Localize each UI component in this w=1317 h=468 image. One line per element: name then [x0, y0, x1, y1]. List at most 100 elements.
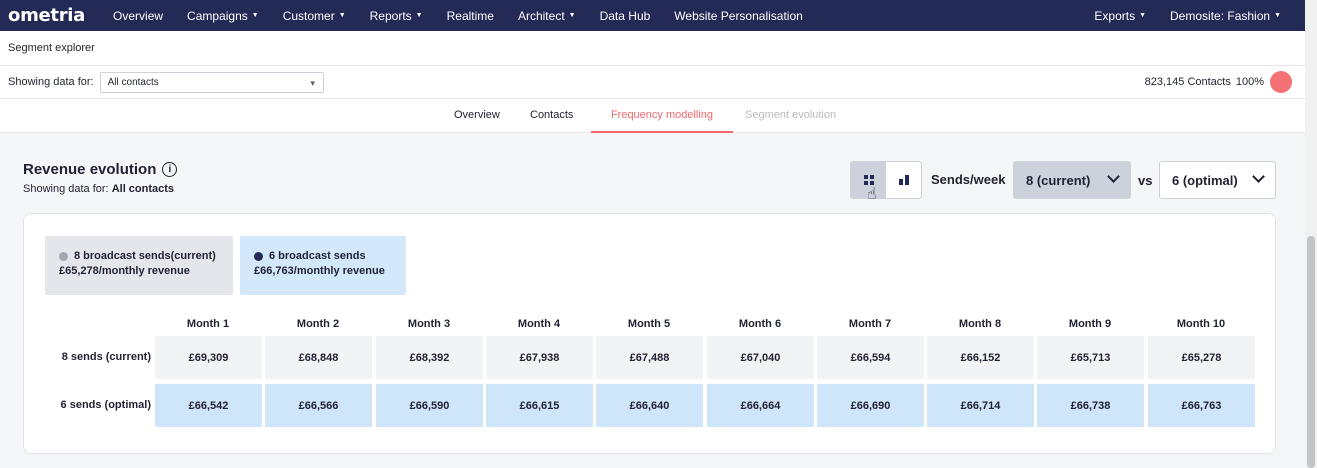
table-cell: £68,392 — [376, 336, 483, 379]
top-navigation: ometria Overview Campaigns ▼ Customer ▼ Re… — [0, 0, 1305, 31]
nav-exports[interactable]: Exports ▼ — [1094, 9, 1146, 23]
month-header: Month 1 — [186, 318, 230, 330]
month-header: Month 3 — [407, 318, 451, 330]
table-cell: £66,542 — [155, 384, 262, 427]
table-cell: £66,640 — [596, 384, 703, 427]
table-cell: £69,309 — [155, 336, 262, 379]
month-header: Month 10 — [1176, 318, 1226, 330]
table-cell: £65,278 — [1148, 336, 1255, 379]
scrollbar-thumb[interactable] — [1307, 236, 1315, 468]
caret-down-icon: ▼ — [338, 12, 346, 19]
current-sends-dropdown[interactable]: 8 (current) — [1013, 161, 1131, 199]
chart-view-button[interactable] — [886, 162, 921, 198]
table-view-button[interactable] — [851, 162, 886, 198]
tab-contacts[interactable]: Contacts — [530, 109, 574, 121]
legend-dot-icon — [59, 251, 68, 261]
table-cell: £66,664 — [707, 384, 814, 427]
legend-current-revenue: £65,278/monthly revenue — [59, 265, 190, 277]
caret-down-icon: ▼ — [415, 12, 423, 19]
table-cell: £66,615 — [486, 384, 593, 427]
legend-current: 8 broadcast sends(current) £65,278/month… — [45, 236, 233, 295]
sends-per-week-label: Sends/week — [931, 172, 1006, 187]
section-title-text: Revenue evolution — [23, 161, 157, 178]
nav-reports[interactable]: Reports ▼ — [370, 9, 423, 23]
segment-select-value: All contacts — [107, 76, 159, 88]
info-icon[interactable]: i — [162, 162, 178, 177]
table-cell: £67,938 — [486, 336, 593, 379]
contacts-summary: 823,145 Contacts 100% — [1145, 71, 1305, 93]
table-cell: £66,590 — [376, 384, 483, 427]
table-cell: £66,594 — [817, 336, 924, 379]
month-header: Month 7 — [848, 318, 892, 330]
current-sends-value: 8 (current) — [1026, 172, 1091, 188]
tab-bar: Overview Contacts Frequency modelling Se… — [0, 99, 1305, 133]
nav-label: Reports — [369, 8, 412, 23]
row-label-current: 8 sends (current) — [61, 351, 151, 363]
caret-down-icon: ▼ — [1274, 12, 1281, 19]
tab-segment-evolution: Segment evolution — [745, 109, 837, 121]
caret-down-icon: ▼ — [1139, 12, 1147, 19]
caret-down-icon: ▼ — [568, 12, 576, 19]
optimal-sends-dropdown[interactable]: 6 (optimal) — [1159, 161, 1276, 199]
month-header: Month 4 — [517, 318, 561, 330]
section-subtitle: Showing data for: All contacts — [23, 183, 174, 195]
tab-frequency-modelling[interactable]: Frequency modelling — [591, 99, 733, 133]
legend-current-title: 8 broadcast sends(current) — [59, 250, 233, 262]
nav-customer[interactable]: Customer ▼ — [283, 9, 346, 23]
table-cell: £67,488 — [596, 336, 703, 379]
page-title: Segment explorer — [8, 42, 95, 54]
table-cell: £66,566 — [265, 384, 372, 427]
nav-website-personalisation[interactable]: Website Personalisation — [674, 9, 803, 23]
segment-select[interactable]: All contacts ▼ — [99, 71, 324, 93]
nav-label: Architect — [517, 8, 565, 23]
nav-label: Customer — [282, 8, 335, 23]
percent-circle-icon — [1270, 71, 1292, 93]
vs-label: vs — [1138, 173, 1153, 188]
nav-label: Exports — [1094, 8, 1136, 23]
month-header: Month 9 — [1068, 318, 1112, 330]
filter-bar: Showing data for: All contacts ▼ 823,145… — [0, 66, 1305, 99]
chevron-down-icon — [1107, 170, 1120, 183]
legend-optimal-title: 6 broadcast sends — [254, 250, 406, 262]
nav-label: Data Hub — [599, 8, 651, 23]
page-title-bar: Segment explorer — [0, 31, 1305, 66]
nav-realtime[interactable]: Realtime — [447, 9, 494, 23]
month-header: Month 8 — [958, 318, 1002, 330]
optimal-sends-value: 6 (optimal) — [1172, 172, 1238, 188]
tab-overview[interactable]: Overview — [454, 109, 500, 121]
chevron-down-icon — [1252, 170, 1265, 183]
month-header: Month 5 — [627, 318, 671, 330]
nav-label: Realtime — [446, 8, 494, 23]
nav-label: Campaigns — [187, 8, 248, 23]
nav-campaigns[interactable]: Campaigns ▼ — [187, 9, 259, 23]
filter-label: Showing data for: — [8, 76, 94, 88]
table-cell: £66,152 — [927, 336, 1034, 379]
legend-optimal: 6 broadcast sends £66,763/monthly revenu… — [240, 236, 406, 295]
table-cell: £66,738 — [1037, 384, 1144, 427]
dropdown-arrow-icon: ▼ — [308, 78, 317, 88]
table-cell: £65,713 — [1037, 336, 1144, 379]
nav-demosite[interactable]: Demosite: Fashion ▼ — [1170, 9, 1281, 23]
hand-cursor-icon: ☝ — [867, 186, 877, 203]
table-cell: £66,763 — [1148, 384, 1255, 427]
nav-label: Overview — [113, 8, 164, 23]
subtitle-prefix: Showing data for: — [23, 183, 109, 195]
legend-current-name: 8 broadcast sends(current) — [74, 250, 216, 262]
legend-dot-icon — [254, 251, 263, 261]
legend-optimal-name: 6 broadcast sends — [269, 250, 366, 262]
bar-chart-icon — [898, 175, 909, 185]
month-header: Month 6 — [738, 318, 782, 330]
nav-right: Exports ▼ Demosite: Fashion ▼ — [1094, 9, 1305, 23]
contacts-percent: 100% — [1235, 76, 1264, 88]
table-cell: £68,848 — [265, 336, 372, 379]
table-cell: £66,690 — [817, 384, 924, 427]
month-header: Month 2 — [296, 318, 340, 330]
nav-architect[interactable]: Architect ▼ — [518, 9, 576, 23]
nav-overview[interactable]: Overview — [113, 9, 163, 23]
ometria-logo[interactable]: ometria — [8, 5, 86, 26]
legend-optimal-revenue: £66,763/monthly revenue — [254, 265, 385, 277]
table-cell: £67,040 — [707, 336, 814, 379]
nav-data-hub[interactable]: Data Hub — [600, 9, 651, 23]
row-label-optimal: 6 sends (optimal) — [60, 399, 151, 411]
scrollbar[interactable] — [1305, 0, 1317, 468]
